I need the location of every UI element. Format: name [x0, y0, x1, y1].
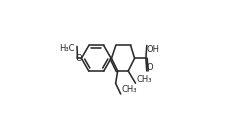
Text: OH: OH: [146, 45, 159, 54]
Text: CH₃: CH₃: [136, 75, 151, 84]
Text: CH₃: CH₃: [121, 86, 136, 94]
Text: H₃C: H₃C: [59, 44, 74, 53]
Text: O: O: [146, 63, 153, 72]
Text: O: O: [75, 54, 82, 63]
